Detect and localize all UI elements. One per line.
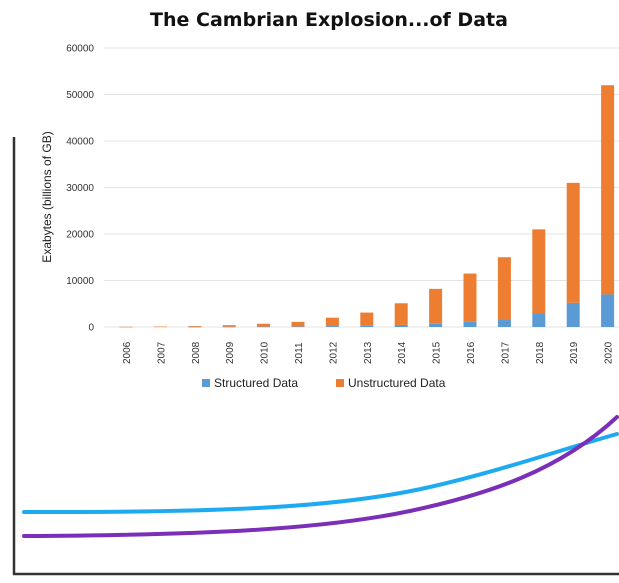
legend: Structured Data Unstructured Data	[202, 376, 446, 390]
x-tick-label: 2006	[122, 341, 133, 364]
x-tick-label: 2007	[156, 341, 167, 364]
bar-structured	[497, 320, 511, 327]
x-tick-label: 2008	[191, 341, 202, 364]
legend-label-unstructured: Unstructured Data	[348, 376, 446, 390]
bar-unstructured	[360, 312, 374, 326]
x-tick-label: 2017	[500, 341, 511, 364]
y-tick-label: 10000	[66, 276, 94, 287]
bar-structured	[360, 325, 374, 327]
growth-curve-purple	[22, 415, 619, 538]
x-tick-label: 2011	[294, 342, 305, 364]
bar-unstructured	[394, 303, 408, 325]
bar-structured	[463, 321, 477, 327]
bar-unstructured	[257, 323, 271, 327]
x-tick-label: 2012	[328, 341, 339, 364]
y-tick-label: 50000	[66, 90, 94, 101]
x-tick-label: 2019	[569, 341, 580, 364]
legend-label-structured: Structured Data	[214, 376, 298, 390]
y-tick-label: 30000	[66, 183, 94, 194]
bar-structured	[325, 326, 339, 327]
growth-curve-blue	[22, 432, 619, 514]
bar-unstructured	[119, 326, 133, 328]
legend-swatch-unstructured	[336, 379, 344, 387]
y-axis-label: Exabytes (billions of GB)	[40, 131, 54, 262]
x-tick-label: 2016	[466, 341, 477, 364]
y-tick-label: 0	[88, 323, 94, 334]
x-tick-label: 2015	[432, 341, 443, 364]
bar-structured	[257, 326, 271, 328]
bar-unstructured	[291, 321, 305, 327]
x-tick-labels: 2006 2007 2008 2009 2010 2011 2012 2013 2014 2015…	[122, 341, 615, 364]
bar-structured	[566, 302, 580, 327]
x-tick-label: 2010	[260, 341, 271, 364]
y-tick-labels: 0 10000 20000 30000 40000 50000 60000	[66, 44, 94, 334]
bar-unstructured	[188, 326, 202, 327]
bar-unstructured	[497, 257, 511, 321]
bar-structured	[394, 324, 408, 327]
bar-structured	[188, 326, 202, 328]
x-tick-label: 2018	[535, 341, 546, 364]
bar-unstructured	[429, 288, 443, 324]
x-tick-label: 2009	[225, 341, 236, 364]
x-tick-label: 2013	[363, 341, 374, 364]
bar-unstructured	[601, 85, 615, 295]
bar-unstructured	[566, 182, 580, 303]
bar-structured	[429, 323, 443, 327]
y-tick-label: 40000	[66, 137, 94, 148]
y-tick-label: 20000	[66, 230, 94, 241]
bar-unstructured	[325, 317, 339, 327]
y-tick-label: 60000	[66, 44, 94, 55]
bar-structured	[601, 294, 615, 327]
bar-unstructured	[463, 273, 477, 322]
chart-title: The Cambrian Explosion...of Data	[150, 9, 508, 31]
bar-structured	[291, 326, 305, 328]
bar-structured	[532, 313, 546, 327]
bar-unstructured	[222, 325, 236, 327]
bar-unstructured	[153, 326, 167, 328]
x-tick-label: 2014	[397, 341, 408, 364]
x-tick-label: 2020	[604, 341, 615, 364]
gridlines	[104, 47, 619, 328]
bar-structured	[222, 326, 236, 328]
bars	[119, 85, 615, 328]
bar-unstructured	[532, 229, 546, 314]
legend-swatch-structured	[202, 379, 210, 387]
